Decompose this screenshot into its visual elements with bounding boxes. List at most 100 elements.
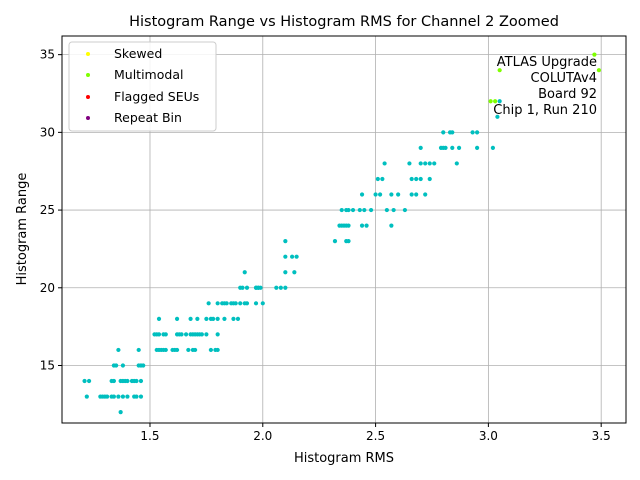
y-tick-label: 35 — [40, 48, 55, 62]
data-point-normal — [118, 410, 123, 415]
data-point-normal — [350, 207, 356, 213]
data-point-normal — [409, 192, 414, 197]
data-point-normal — [238, 301, 243, 306]
data-point-multimodal — [592, 52, 597, 57]
annotation-line-2: COLUTAv4 — [531, 71, 597, 86]
data-point-normal — [242, 270, 247, 275]
data-point-normal — [156, 316, 162, 321]
data-point-normal — [193, 347, 198, 353]
data-point-normal — [497, 99, 502, 104]
data-point-normal — [244, 301, 250, 306]
data-point-normal — [407, 161, 412, 166]
legend-marker-multimodal — [86, 73, 90, 77]
data-point-normal — [339, 207, 344, 213]
data-point-normal — [384, 207, 389, 213]
y-tick-label: 25 — [40, 203, 55, 217]
data-point-normal — [346, 223, 351, 228]
data-point-normal — [136, 347, 141, 353]
data-point-normal — [116, 394, 121, 399]
data-point-normal — [332, 239, 338, 244]
data-point-normal — [382, 161, 387, 166]
data-point-normal — [418, 145, 423, 151]
grid — [62, 36, 626, 423]
data-point-normal — [409, 176, 414, 182]
plot-frame — [61, 35, 627, 424]
data-point-normal — [357, 207, 362, 213]
data-points — [82, 52, 602, 415]
data-point-normal — [215, 347, 220, 353]
data-point-normal — [450, 130, 455, 135]
data-point-normal — [362, 207, 367, 213]
data-point-normal — [278, 285, 283, 290]
data-point-normal — [389, 192, 394, 197]
data-point-normal — [111, 394, 116, 399]
data-point-normal — [441, 130, 446, 135]
data-point-normal — [111, 378, 116, 384]
data-point-normal — [418, 176, 423, 182]
data-point-normal — [475, 130, 480, 135]
data-point-normal — [418, 161, 423, 166]
data-point-normal — [204, 332, 209, 337]
legend-marker-flagged-seus — [86, 95, 90, 99]
data-point-normal — [206, 301, 211, 306]
data-point-normal — [105, 394, 110, 399]
data-point-normal — [215, 301, 220, 306]
data-point-normal — [141, 363, 146, 368]
data-point-normal — [125, 378, 130, 384]
data-point-normal — [224, 301, 229, 306]
chart-title: Histogram Range vs Histogram RMS for Cha… — [129, 14, 559, 30]
legend-label-flagged-seus: Flagged SEUs — [114, 89, 199, 104]
data-point-normal — [163, 347, 168, 353]
legend-label-multimodal: Multimodal — [114, 67, 183, 82]
x-tick-label: 2.5 — [366, 429, 385, 443]
data-point-normal — [414, 192, 419, 197]
data-point-normal — [402, 207, 408, 213]
data-point-normal — [283, 270, 288, 275]
data-point-normal — [359, 223, 365, 228]
data-point-normal — [470, 130, 475, 135]
data-point-normal — [156, 332, 162, 337]
axis-ticks: 1.5 2.0 2.5 3.0 3.5 15 20 25 30 35 — [40, 48, 611, 443]
data-point-normal — [134, 378, 139, 384]
data-point-normal — [186, 347, 191, 353]
data-point-normal — [215, 332, 220, 337]
data-point-normal — [391, 207, 396, 213]
data-point-normal — [125, 394, 130, 399]
annotation: ATLAS Upgrade COLUTAv4 Board 92 Chip 1, … — [493, 55, 597, 118]
data-point-normal — [114, 363, 119, 368]
x-tick-label: 1.5 — [140, 429, 159, 443]
x-tick-label: 2.0 — [253, 429, 272, 443]
data-point-normal — [359, 192, 365, 197]
data-point-normal — [294, 254, 299, 259]
data-point-normal — [116, 347, 121, 353]
data-point-normal — [423, 161, 428, 166]
data-point-normal — [174, 316, 180, 321]
data-point-normal — [240, 285, 245, 290]
data-point-normal — [82, 378, 87, 384]
annotation-line-4: Chip 1, Run 210 — [493, 103, 597, 118]
data-point-multimodal — [497, 68, 502, 73]
annotation-line-3: Board 92 — [538, 87, 597, 102]
data-point-normal — [208, 347, 213, 353]
data-point-normal — [231, 316, 236, 321]
data-point-normal — [174, 347, 180, 353]
y-tick-label: 15 — [40, 358, 55, 372]
data-point-normal — [253, 301, 259, 306]
data-point-normal — [188, 316, 193, 321]
data-point-normal — [233, 301, 238, 306]
legend-label-repeat-bin: Repeat Bin — [114, 110, 182, 125]
data-point-normal — [134, 394, 139, 399]
data-point-normal — [443, 145, 448, 151]
data-point-normal — [456, 145, 462, 151]
data-point-normal — [274, 285, 279, 290]
data-point-normal — [414, 176, 419, 182]
data-point-normal — [380, 176, 385, 182]
data-point-normal — [138, 378, 144, 384]
data-point-multimodal — [493, 99, 498, 104]
data-point-normal — [454, 161, 459, 166]
x-axis-label: Histogram RMS — [294, 451, 394, 466]
data-point-normal — [86, 378, 92, 384]
x-tick-label: 3.5 — [592, 429, 611, 443]
data-point-normal — [368, 207, 374, 213]
data-point-normal — [427, 176, 432, 182]
